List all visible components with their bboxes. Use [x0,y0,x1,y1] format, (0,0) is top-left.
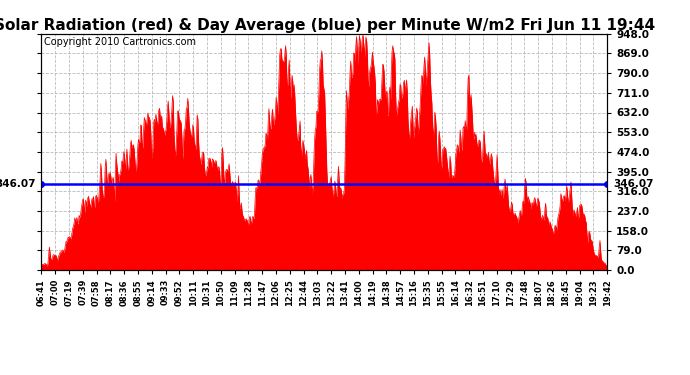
Text: 346.07: 346.07 [613,179,653,189]
Text: Copyright 2010 Cartronics.com: Copyright 2010 Cartronics.com [44,37,196,47]
Text: 346.07: 346.07 [0,179,36,189]
Title: Solar Radiation (red) & Day Average (blue) per Minute W/m2 Fri Jun 11 19:44: Solar Radiation (red) & Day Average (blu… [0,18,655,33]
